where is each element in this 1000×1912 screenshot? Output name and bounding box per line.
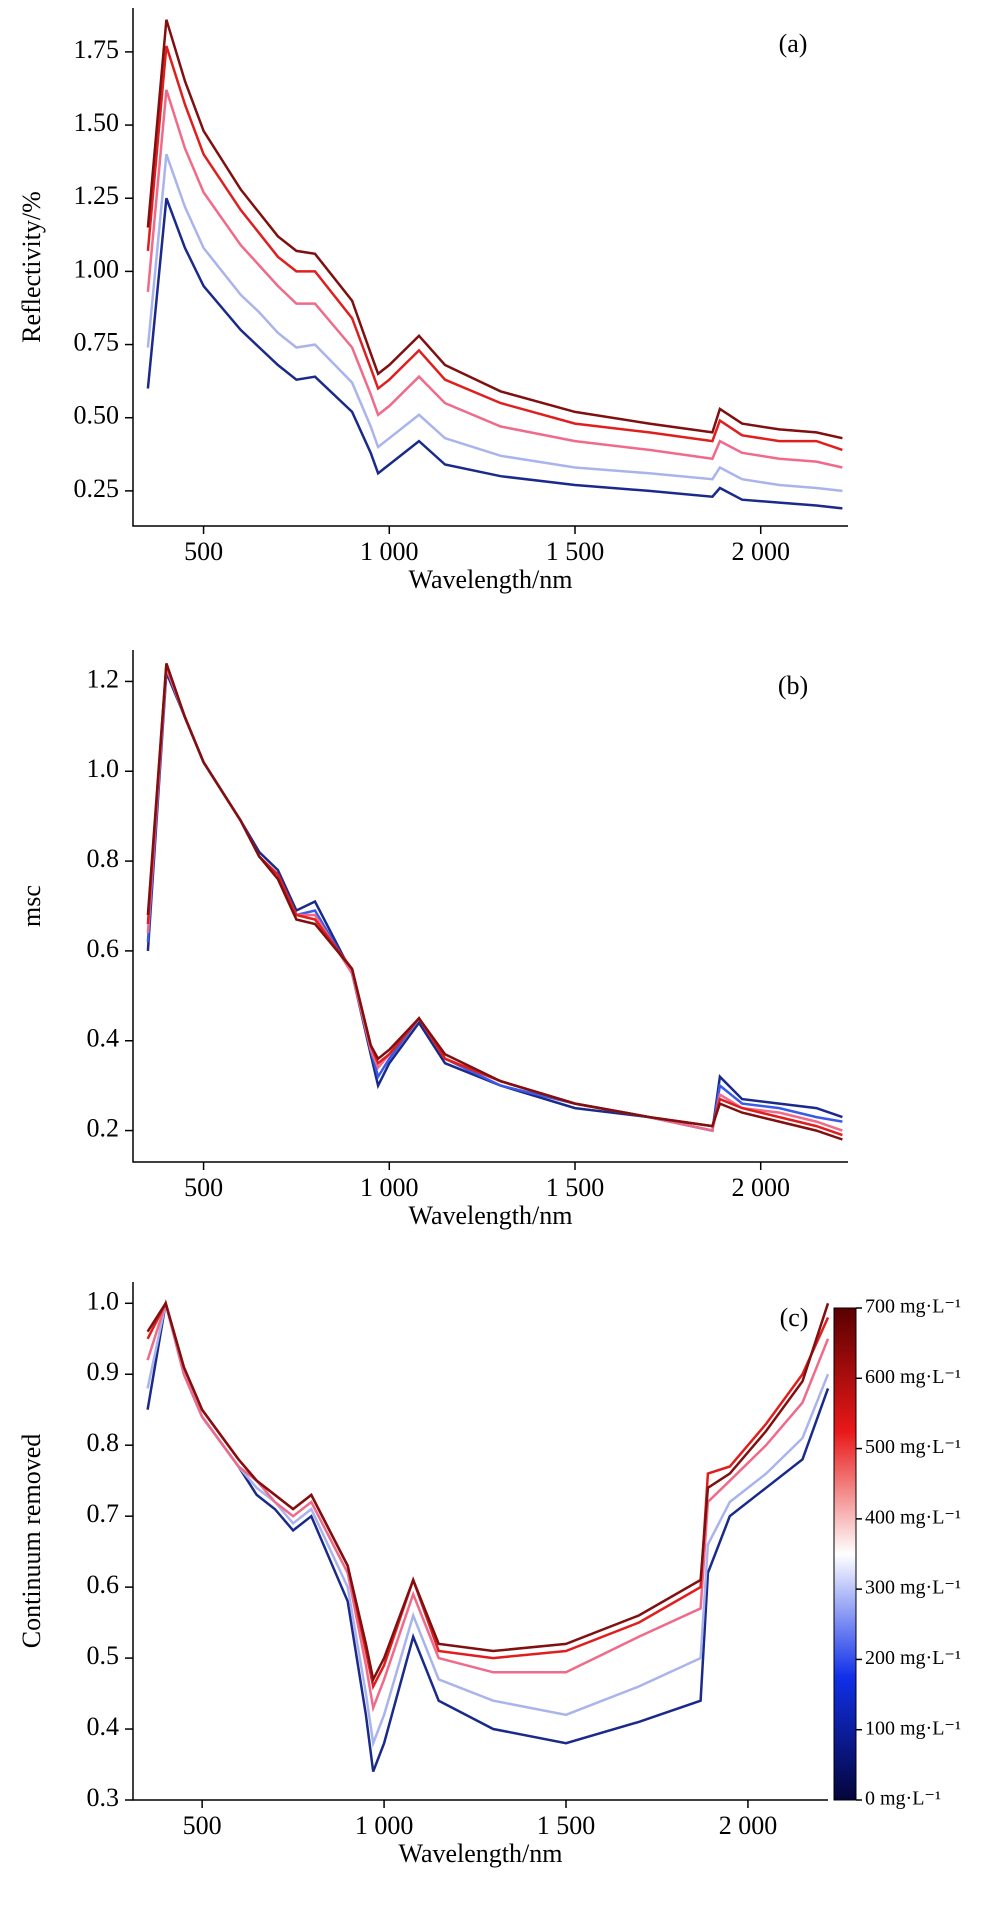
spectrum-line: [146, 672, 843, 1133]
spectrum-line: [146, 153, 843, 493]
spectrum-line: [146, 1298, 830, 1713]
spectrum-line: [146, 663, 843, 1137]
colorbar-tick-label: 200 mg·L⁻¹: [865, 1647, 961, 1669]
spectrum-line: [146, 45, 843, 452]
panel-label: (a): [779, 29, 808, 58]
y-tick-label: 0.4: [87, 1712, 120, 1741]
y-tick-label: 0.3: [87, 1783, 120, 1812]
y-tick-label: 1.2: [87, 664, 120, 693]
y-tick-label: 1.25: [74, 181, 120, 210]
y-tick-label: 0.5: [87, 1641, 120, 1670]
spectrum-line: [146, 667, 843, 1133]
x-tick-label: 2 000: [731, 537, 790, 566]
panel-label: (c): [780, 1303, 809, 1332]
x-tick-label: 1 000: [355, 1811, 414, 1840]
x-tick-label: 500: [183, 1811, 222, 1840]
y-tick-label: 0.6: [87, 1570, 120, 1599]
spectrum-line: [146, 1299, 830, 1691]
x-axis-label: Wavelength/nm: [409, 1201, 573, 1230]
colorbar-tick-label: 700 mg·L⁻¹: [865, 1296, 961, 1318]
colorbar-tick-label: 600 mg·L⁻¹: [865, 1366, 961, 1388]
y-tick-label: 0.8: [87, 844, 120, 873]
spectrum-line: [146, 1302, 830, 1773]
x-axis-label: Wavelength/nm: [409, 565, 573, 594]
y-tick-label: 0.75: [74, 328, 120, 357]
colorbar-tick-label: 0 mg·L⁻¹: [865, 1788, 941, 1810]
x-tick-label: 1 000: [360, 537, 419, 566]
spectrum-line: [146, 89, 843, 469]
y-tick-label: 0.6: [87, 934, 120, 963]
y-tick-label: 0.8: [87, 1428, 120, 1457]
x-tick-label: 2 000: [719, 1811, 778, 1840]
y-tick-label: 0.2: [87, 1114, 120, 1143]
spectrum-line: [146, 197, 843, 510]
colorbar: [833, 1307, 857, 1801]
y-tick-label: 0.50: [74, 401, 120, 430]
y-tick-label: 1.50: [74, 108, 120, 137]
panel-label: (b): [778, 671, 808, 700]
y-axis-label: Continuum removed: [17, 1434, 46, 1648]
x-tick-label: 500: [184, 1173, 223, 1202]
axis-spine: [132, 8, 848, 527]
spectrum-line: [146, 667, 843, 1133]
y-tick-label: 1.0: [87, 1286, 120, 1315]
y-tick-label: 0.4: [87, 1024, 120, 1053]
x-tick-label: 2 000: [731, 1173, 790, 1202]
y-tick-label: 1.00: [74, 254, 120, 283]
colorbar-tick-label: 400 mg·L⁻¹: [865, 1506, 961, 1528]
x-tick-label: 1 500: [537, 1811, 596, 1840]
x-tick-label: 1 500: [546, 537, 605, 566]
x-tick-label: 1 000: [360, 1173, 419, 1202]
colorbar-tick-label: 100 mg·L⁻¹: [865, 1717, 961, 1739]
colorbar-tick-label: 300 mg·L⁻¹: [865, 1577, 961, 1599]
x-axis-label: Wavelength/nm: [399, 1839, 563, 1868]
y-tick-label: 0.7: [87, 1499, 120, 1528]
spectrum-line: [146, 663, 843, 1141]
y-tick-label: 0.25: [74, 474, 120, 503]
spectrum-line: [146, 1300, 830, 1684]
y-axis-label: Reflectivity/%: [17, 191, 46, 343]
axis-spine: [132, 650, 848, 1163]
y-tick-label: 1.75: [74, 35, 120, 64]
y-tick-label: 1.0: [87, 754, 120, 783]
spectrum-line: [146, 19, 843, 440]
x-tick-label: 500: [184, 537, 223, 566]
y-axis-label: msc: [17, 885, 46, 927]
y-tick-label: 0.9: [87, 1357, 120, 1386]
x-tick-label: 1 500: [546, 1173, 605, 1202]
colorbar-tick-label: 500 mg·L⁻¹: [865, 1436, 961, 1458]
